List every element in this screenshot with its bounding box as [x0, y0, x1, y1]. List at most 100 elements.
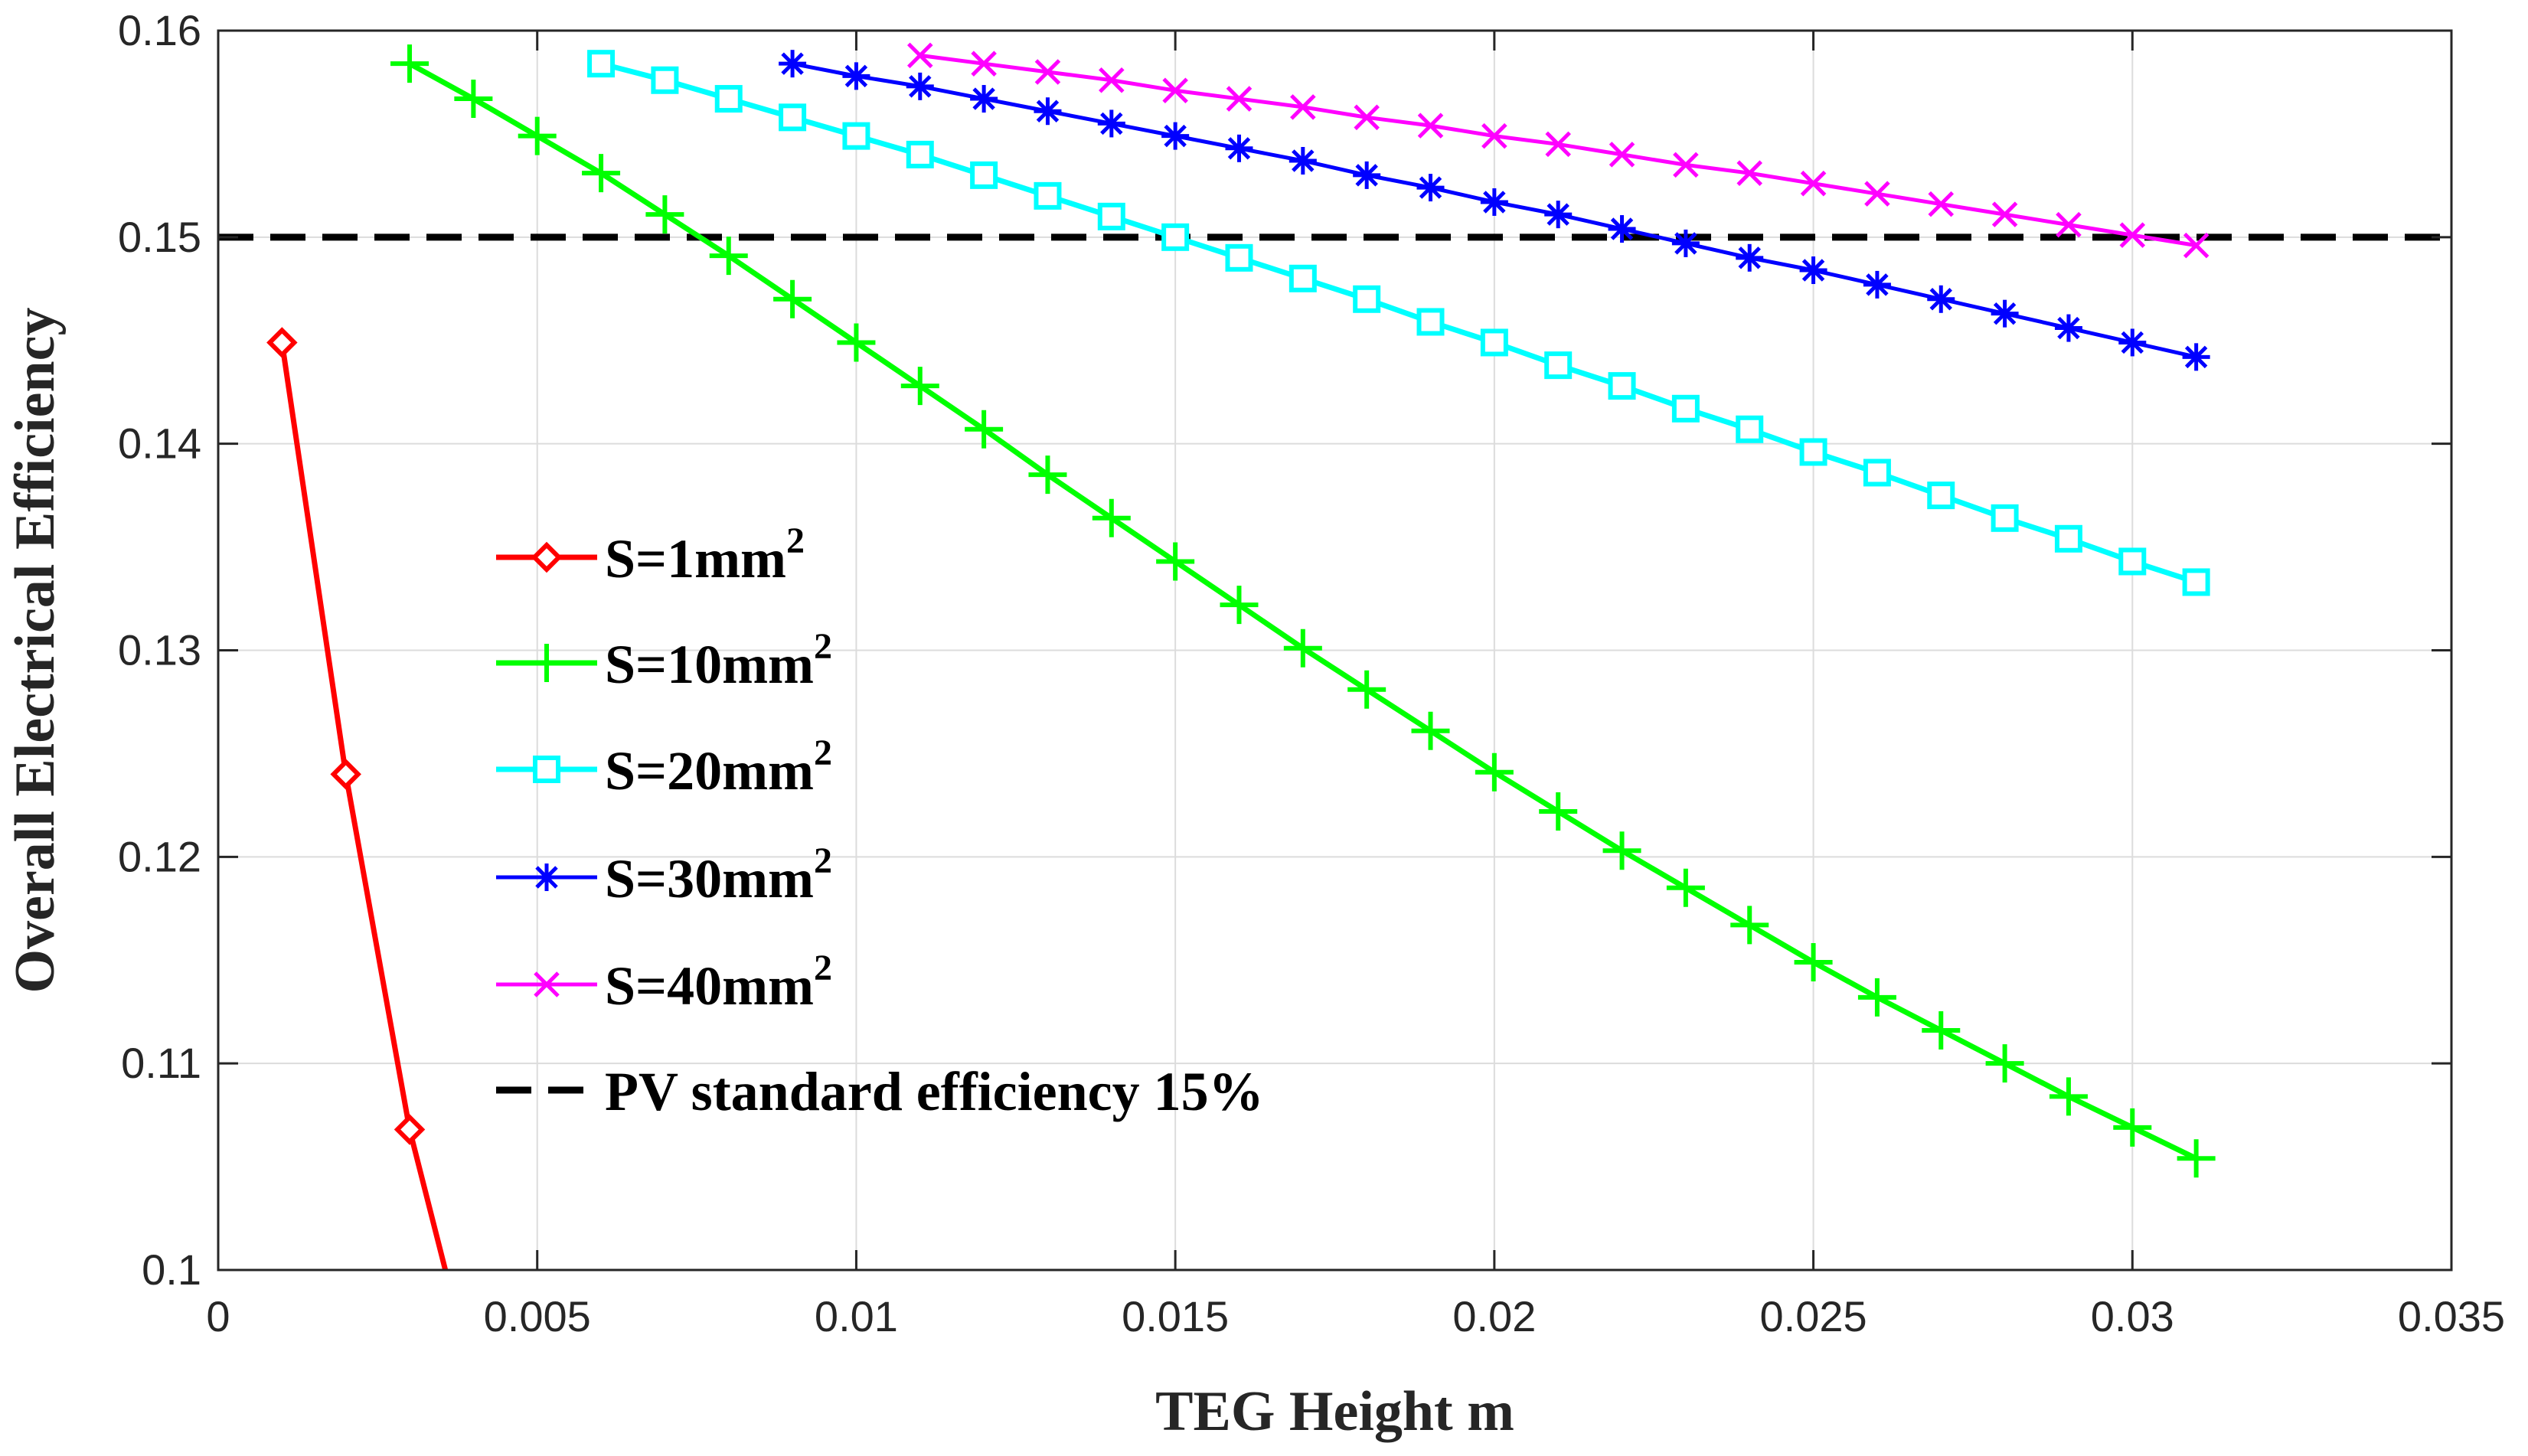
asterisk-marker	[2054, 314, 2082, 342]
asterisk-d2	[1610, 217, 1634, 240]
plus-marker	[1857, 978, 1896, 1017]
x-marker	[2056, 211, 2082, 238]
asterisk-d2	[1227, 137, 1251, 160]
square-shape	[1927, 482, 1955, 510]
legend-item: S=10mm2	[496, 626, 832, 695]
y-tick-label: 0.13	[118, 626, 201, 674]
square-shape	[1097, 202, 1125, 230]
square-marker	[1991, 504, 2019, 532]
asterisk-marker	[779, 50, 807, 78]
x-d2	[1673, 152, 1699, 178]
asterisk-marker	[1608, 215, 1636, 243]
series-layer	[266, 42, 2216, 1271]
square-marker	[2182, 568, 2210, 596]
square-shape	[714, 85, 743, 113]
asterisk-marker	[1288, 146, 1317, 175]
x-marker	[1034, 59, 1061, 85]
asterisk-marker	[842, 62, 870, 90]
plus-marker	[2177, 1139, 2216, 1178]
diamond-shape	[330, 759, 361, 790]
x-d2	[1736, 160, 1762, 186]
x-d2	[1928, 191, 1955, 217]
square-shape	[842, 122, 870, 150]
square-marker	[533, 756, 560, 783]
plus-marker	[1539, 792, 1578, 831]
square-marker	[1288, 264, 1317, 292]
asterisk-d2	[535, 866, 558, 889]
legend-item: S=1mm2	[496, 521, 805, 589]
square-shape	[1799, 438, 1827, 466]
x-marker	[1290, 94, 1316, 120]
x-d2	[1290, 94, 1316, 120]
square-shape	[651, 66, 679, 94]
square-marker	[970, 161, 998, 189]
plus-marker	[1985, 1044, 2024, 1083]
square-marker	[1799, 438, 1827, 466]
legend-label: S=1mm2	[605, 521, 805, 589]
asterisk-d2	[781, 52, 804, 75]
asterisk-marker	[1034, 97, 1062, 126]
x-tick-label: 0.03	[2091, 1292, 2174, 1340]
plus-marker	[1092, 498, 1131, 537]
diamond-shape	[531, 541, 563, 573]
asterisk-marker	[906, 72, 934, 100]
legend-item: S=20mm2	[496, 733, 832, 801]
square-shape	[533, 756, 560, 783]
square-marker	[651, 66, 679, 94]
plus-marker	[900, 367, 939, 406]
legend-label-reference: PV standard efficiency 15%	[605, 1061, 1264, 1122]
asterisk-marker	[1927, 285, 1955, 313]
x-marker	[1991, 201, 2018, 227]
x-d2	[1864, 181, 1890, 207]
x-marker	[1099, 67, 1125, 93]
legend-label: S=40mm2	[605, 948, 832, 1017]
square-shape	[1671, 394, 1700, 423]
asterisk-marker	[1225, 134, 1253, 162]
x-d2	[971, 51, 997, 77]
asterisk-marker	[970, 85, 998, 113]
square-shape	[1353, 285, 1381, 313]
x-tick-label: 0.035	[2398, 1292, 2505, 1340]
x-marker	[534, 971, 560, 997]
asterisk-d2	[1929, 288, 1952, 311]
asterisk-d2	[1738, 246, 1761, 269]
asterisk-marker	[2118, 328, 2147, 357]
square-shape	[1288, 264, 1317, 292]
x-tick-label: 0.01	[815, 1292, 898, 1340]
x-marker	[1800, 170, 1827, 197]
plus-marker	[709, 237, 748, 276]
square-shape	[970, 161, 998, 189]
plus-marker	[1475, 752, 1514, 792]
asterisk-d2	[1419, 176, 1442, 199]
legend-item: S=40mm2	[496, 948, 832, 1017]
x-d2	[1800, 170, 1827, 197]
legend-item: S=30mm2	[496, 841, 832, 909]
square-marker	[1034, 181, 1062, 210]
asterisk-marker	[1671, 229, 1700, 257]
series-s-20mm2	[587, 50, 2210, 596]
asterisk-marker	[1799, 256, 1827, 285]
square-marker	[1161, 223, 1190, 251]
plus-marker	[1028, 455, 1067, 495]
legend: S=1mm2 S=10mm2 S=20mm2 S=30mm2 S=40mm2 PV sta…	[496, 521, 1264, 1122]
plus-marker	[2049, 1077, 2088, 1116]
x-marker	[1354, 104, 1380, 131]
asterisk-marker	[1991, 299, 2019, 328]
square-shape	[779, 103, 807, 132]
legend-label: S=30mm2	[605, 841, 832, 909]
plus-marker	[1794, 942, 1833, 981]
series-s-30mm2	[779, 50, 2210, 371]
plus-marker	[1156, 542, 1195, 581]
plus-marker	[1730, 906, 1769, 945]
square-shape	[1863, 459, 1891, 487]
x-marker	[1928, 191, 1955, 217]
asterisk-marker	[1480, 188, 1508, 216]
square-shape	[1544, 351, 1573, 380]
series-s-1mm2	[266, 327, 449, 1271]
plus-marker	[965, 410, 1004, 449]
series-line	[600, 60, 2197, 585]
x-axis-title: TEG Height m	[1155, 1380, 1514, 1443]
square-marker	[1480, 328, 1508, 357]
x-tick-label: 0.005	[484, 1292, 591, 1340]
square-marker	[1416, 308, 1445, 336]
